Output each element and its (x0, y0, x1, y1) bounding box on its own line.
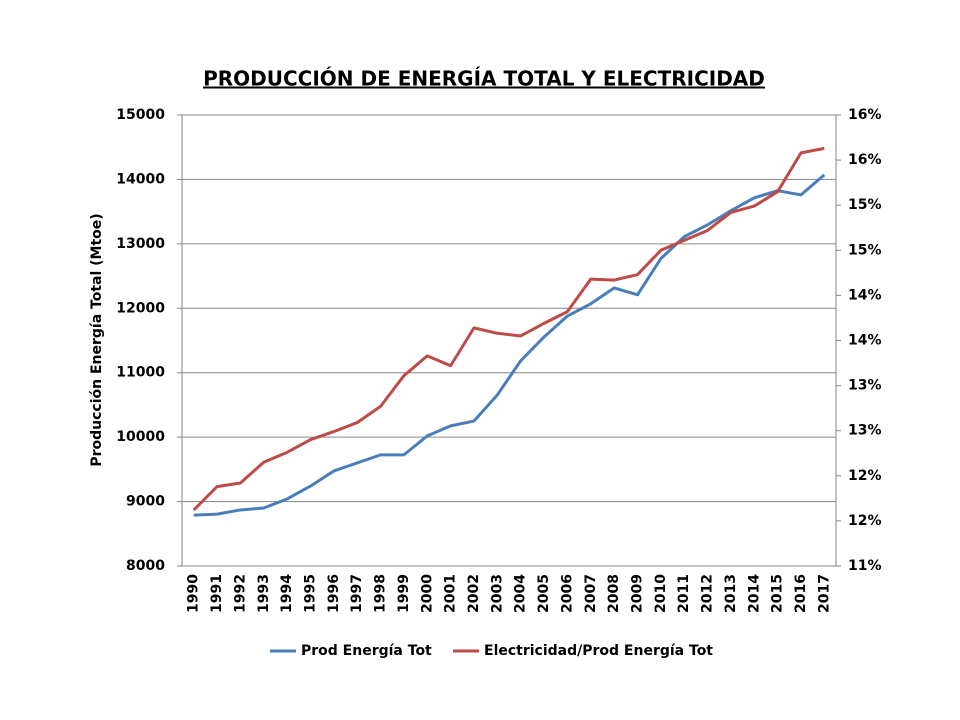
y-axis-label: Producción Energía Total (Mtoe) (89, 213, 105, 466)
x-tick-label: 2017 (816, 574, 832, 613)
x-tick-label: 2013 (723, 574, 739, 613)
series-line (193, 173, 826, 517)
y-tick-label: 14000 (116, 171, 165, 187)
y2-tick-label: 14% (848, 333, 882, 349)
x-tick-label: 1993 (256, 574, 272, 613)
x-tick-label: 2010 (653, 574, 669, 613)
x-tick-label: 2001 (443, 574, 459, 613)
x-tick-label: 2005 (536, 574, 552, 613)
x-tick-label: 2000 (419, 574, 435, 613)
x-tick-label: 2003 (489, 574, 505, 613)
y2-tick-label: 13% (848, 378, 882, 394)
y2-tick-label: 12% (848, 513, 882, 529)
legend-label: Electricidad/Prod Energía Tot (484, 643, 713, 659)
legend-label: Prod Energía Tot (301, 643, 432, 659)
y2-tick-label: 12% (848, 468, 882, 484)
series-line (192, 146, 825, 512)
x-tick-label: 2016 (793, 574, 809, 613)
x-tick-label: 2014 (746, 574, 762, 613)
x-tick-label: 1994 (279, 574, 295, 613)
chart-title: PRODUCCIÓN DE ENERGÍA TOTAL Y ELECTRICID… (203, 67, 765, 91)
x-tick-label: 1998 (373, 574, 389, 613)
x-tick-label: 2002 (466, 574, 482, 613)
x-tick-label: 1990 (186, 574, 202, 613)
x-tick-label: 2006 (559, 574, 575, 613)
y-tick-label: 8000 (126, 558, 165, 574)
x-tick-label: 1995 (302, 574, 318, 613)
x-tick-label: 2015 (770, 574, 786, 613)
x-tick-label: 1991 (209, 574, 225, 613)
x-tick-label: 1996 (326, 574, 342, 613)
x-tick-label: 2009 (629, 574, 645, 613)
y-tick-label: 9000 (126, 494, 165, 510)
y2-tick-label: 15% (848, 242, 882, 258)
y-tick-label: 10000 (116, 429, 165, 445)
x-tick-label: 1999 (396, 574, 412, 613)
x-tick-label: 1997 (349, 574, 365, 613)
x-tick-label: 2012 (700, 574, 716, 613)
y-tick-label: 12000 (116, 300, 165, 316)
y2-tick-label: 14% (848, 287, 882, 303)
x-tick-label: 2008 (606, 574, 622, 613)
x-tick-label: 2011 (676, 574, 692, 613)
y-tick-label: 15000 (116, 107, 165, 123)
x-tick-label: 2004 (513, 574, 529, 613)
y2-tick-label: 16% (848, 107, 882, 123)
y2-tick-label: 11% (848, 558, 882, 574)
x-tick-label: 2007 (583, 574, 599, 613)
y2-tick-label: 15% (848, 197, 882, 213)
y-tick-label: 11000 (116, 365, 165, 381)
x-tick-label: 1992 (232, 574, 248, 613)
y2-tick-label: 13% (848, 423, 882, 439)
y2-tick-label: 16% (848, 152, 882, 168)
y-tick-label: 13000 (116, 236, 165, 252)
